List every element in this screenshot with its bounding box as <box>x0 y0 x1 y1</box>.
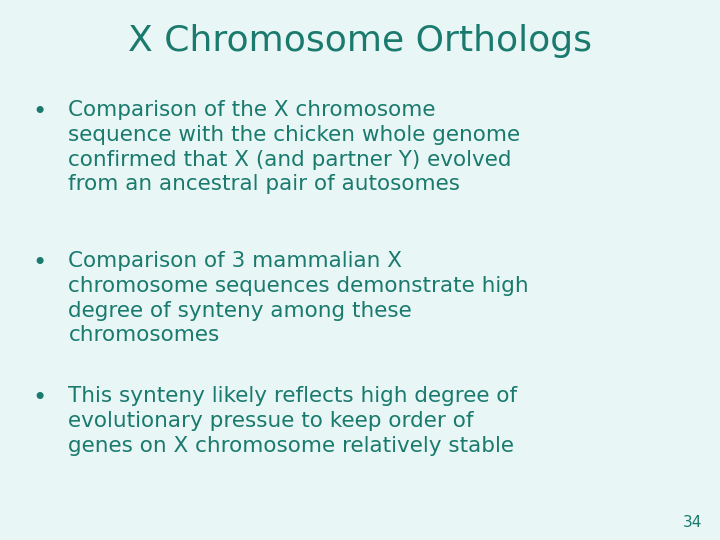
Text: This synteny likely reflects high degree of
evolutionary pressue to keep order o: This synteny likely reflects high degree… <box>68 386 518 456</box>
Text: X Chromosome Orthologs: X Chromosome Orthologs <box>128 24 592 58</box>
Text: •: • <box>32 386 47 410</box>
Text: 34: 34 <box>683 515 702 530</box>
Text: •: • <box>32 251 47 275</box>
Text: •: • <box>32 100 47 124</box>
Text: Comparison of the X chromosome
sequence with the chicken whole genome
confirmed : Comparison of the X chromosome sequence … <box>68 100 521 194</box>
Text: Comparison of 3 mammalian X
chromosome sequences demonstrate high
degree of synt: Comparison of 3 mammalian X chromosome s… <box>68 251 529 346</box>
